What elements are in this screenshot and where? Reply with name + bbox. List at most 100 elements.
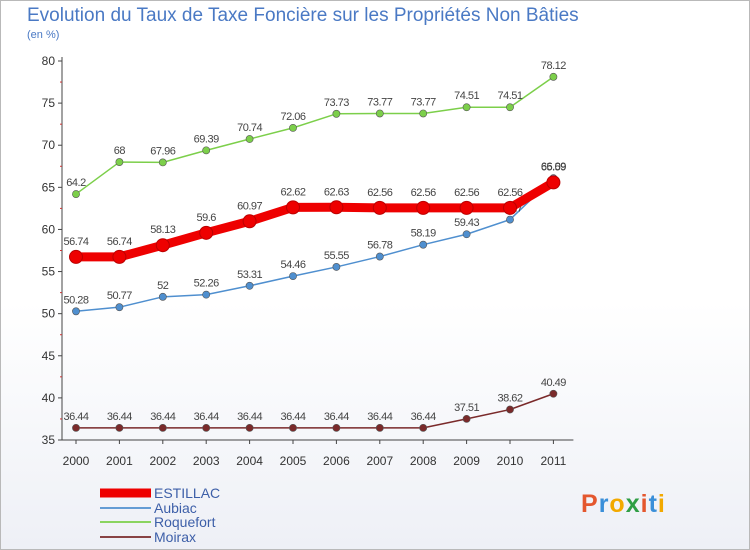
data-point-estillac — [242, 214, 257, 229]
data-point-estillac — [286, 200, 300, 215]
data-point-roquefort — [462, 103, 471, 112]
data-point-estillac — [155, 238, 170, 253]
chart-title: Evolution du Taux de Taxe Foncière sur l… — [27, 5, 579, 26]
data-point-aubiac — [462, 230, 471, 239]
y-tick-label: 80 — [42, 54, 56, 68]
data-label-roquefort: 69.39 — [194, 133, 219, 145]
data-label-aubiac: 54.46 — [280, 259, 305, 271]
data-point-moirax — [245, 423, 254, 432]
data-label-estillac: 62.62 — [280, 186, 305, 198]
data-label-roquefort: 72.06 — [280, 111, 305, 123]
data-point-aubiac — [202, 290, 211, 299]
series-line-moirax — [75, 393, 555, 429]
data-point-moirax — [158, 423, 167, 432]
data-point-roquefort — [332, 109, 341, 118]
logo-letter: x — [625, 490, 641, 518]
data-point-aubiac — [419, 240, 428, 249]
data-point-roquefort — [506, 103, 514, 112]
data-label-aubiac: 53.31 — [237, 269, 262, 281]
series-line-aubiac — [75, 177, 555, 313]
x-tick-label: 2003 — [193, 454, 220, 468]
x-tick-label: 2008 — [410, 454, 437, 468]
data-point-moirax — [202, 423, 211, 432]
data-label-roquefort: 64.2 — [66, 177, 86, 189]
data-point-aubiac — [332, 263, 341, 271]
x-tick-label: 2002 — [149, 454, 176, 468]
data-label-roquefort: 67.96 — [150, 145, 175, 157]
legend-label-aubiac: Aubiac — [154, 500, 197, 516]
data-label-roquefort: 74.51 — [497, 90, 522, 102]
data-point-estillac — [112, 249, 127, 264]
data-point-moirax — [375, 423, 384, 432]
data-point-roquefort — [202, 146, 211, 155]
logo-letter: r — [598, 490, 610, 518]
data-point-moirax — [506, 405, 514, 414]
data-label-moirax: 36.44 — [107, 411, 132, 423]
legend-label-roquefort: Roquefort — [154, 514, 216, 530]
data-label-moirax: 36.44 — [324, 411, 349, 423]
data-label-moirax: 36.44 — [280, 411, 305, 423]
data-point-roquefort — [289, 123, 297, 132]
data-label-moirax: 36.44 — [63, 411, 88, 423]
data-label-moirax: 36.44 — [194, 411, 219, 423]
data-point-estillac — [69, 249, 83, 264]
data-label-aubiac: 50.77 — [107, 290, 132, 302]
data-label-estillac: 56.74 — [63, 236, 88, 248]
data-point-roquefort — [158, 158, 167, 167]
data-label-estillac: 62.56 — [454, 187, 479, 199]
data-label-aubiac: 50.28 — [63, 294, 88, 306]
x-tick-label: 2007 — [366, 454, 393, 468]
data-point-moirax — [462, 414, 471, 423]
data-point-roquefort — [72, 190, 80, 198]
x-tick-label: 2004 — [236, 454, 263, 468]
data-label-estillac: 56.74 — [107, 236, 132, 248]
data-label-aubiac: 58.19 — [411, 228, 436, 240]
x-tick-label: 2005 — [280, 454, 307, 468]
data-label-estillac: 62.56 — [367, 187, 392, 199]
y-tick-label: 65 — [42, 180, 56, 194]
data-point-roquefort — [549, 72, 558, 81]
data-point-aubiac — [115, 303, 124, 312]
data-label-aubiac: 52.26 — [194, 278, 219, 290]
data-point-aubiac — [506, 215, 514, 224]
series-line-roquefort — [75, 76, 555, 195]
data-point-aubiac — [72, 307, 80, 316]
data-point-aubiac — [158, 292, 167, 301]
data-point-aubiac — [289, 272, 297, 281]
data-point-estillac — [503, 200, 517, 215]
data-label-estillac: 59.6 — [196, 212, 216, 224]
y-tick-label: 35 — [42, 433, 56, 447]
data-point-aubiac — [245, 281, 254, 290]
data-label-moirax: 40.49 — [541, 377, 566, 389]
y-tick-label: 50 — [42, 307, 56, 321]
data-label-estillac: 62.63 — [324, 186, 349, 198]
x-tick-label: 2010 — [497, 454, 524, 468]
data-label-roquefort: 70.74 — [237, 122, 262, 134]
proxiti-logo: Proxiti — [581, 490, 666, 519]
y-tick-label: 45 — [42, 349, 56, 363]
data-point-roquefort — [419, 109, 428, 118]
logo-letter: t — [648, 490, 658, 518]
data-label-aubiac: 55.55 — [324, 250, 349, 262]
data-point-moirax — [72, 423, 80, 432]
data-label-roquefort: 68 — [114, 145, 126, 157]
x-tick-label: 2009 — [453, 454, 480, 468]
data-label-roquefort: 78.12 — [541, 60, 566, 72]
data-label-moirax: 36.44 — [237, 411, 262, 423]
data-label-roquefort: 73.77 — [411, 96, 436, 108]
logo-letter: i — [657, 490, 666, 518]
data-label-moirax: 36.44 — [367, 411, 392, 423]
data-label-moirax: 36.44 — [150, 411, 175, 423]
data-point-estillac — [199, 225, 214, 240]
data-label-aubiac: 52 — [157, 280, 169, 292]
data-point-aubiac — [375, 252, 384, 261]
y-tick-label: 55 — [42, 265, 56, 279]
logo-letter: i — [640, 490, 649, 518]
data-point-roquefort — [245, 135, 254, 143]
data-point-roquefort — [115, 158, 124, 166]
data-point-roquefort — [375, 109, 384, 118]
series-line-estillac — [71, 177, 558, 262]
x-tick-label: 2011 — [540, 454, 566, 468]
data-label-estillac: 58.13 — [150, 224, 175, 236]
